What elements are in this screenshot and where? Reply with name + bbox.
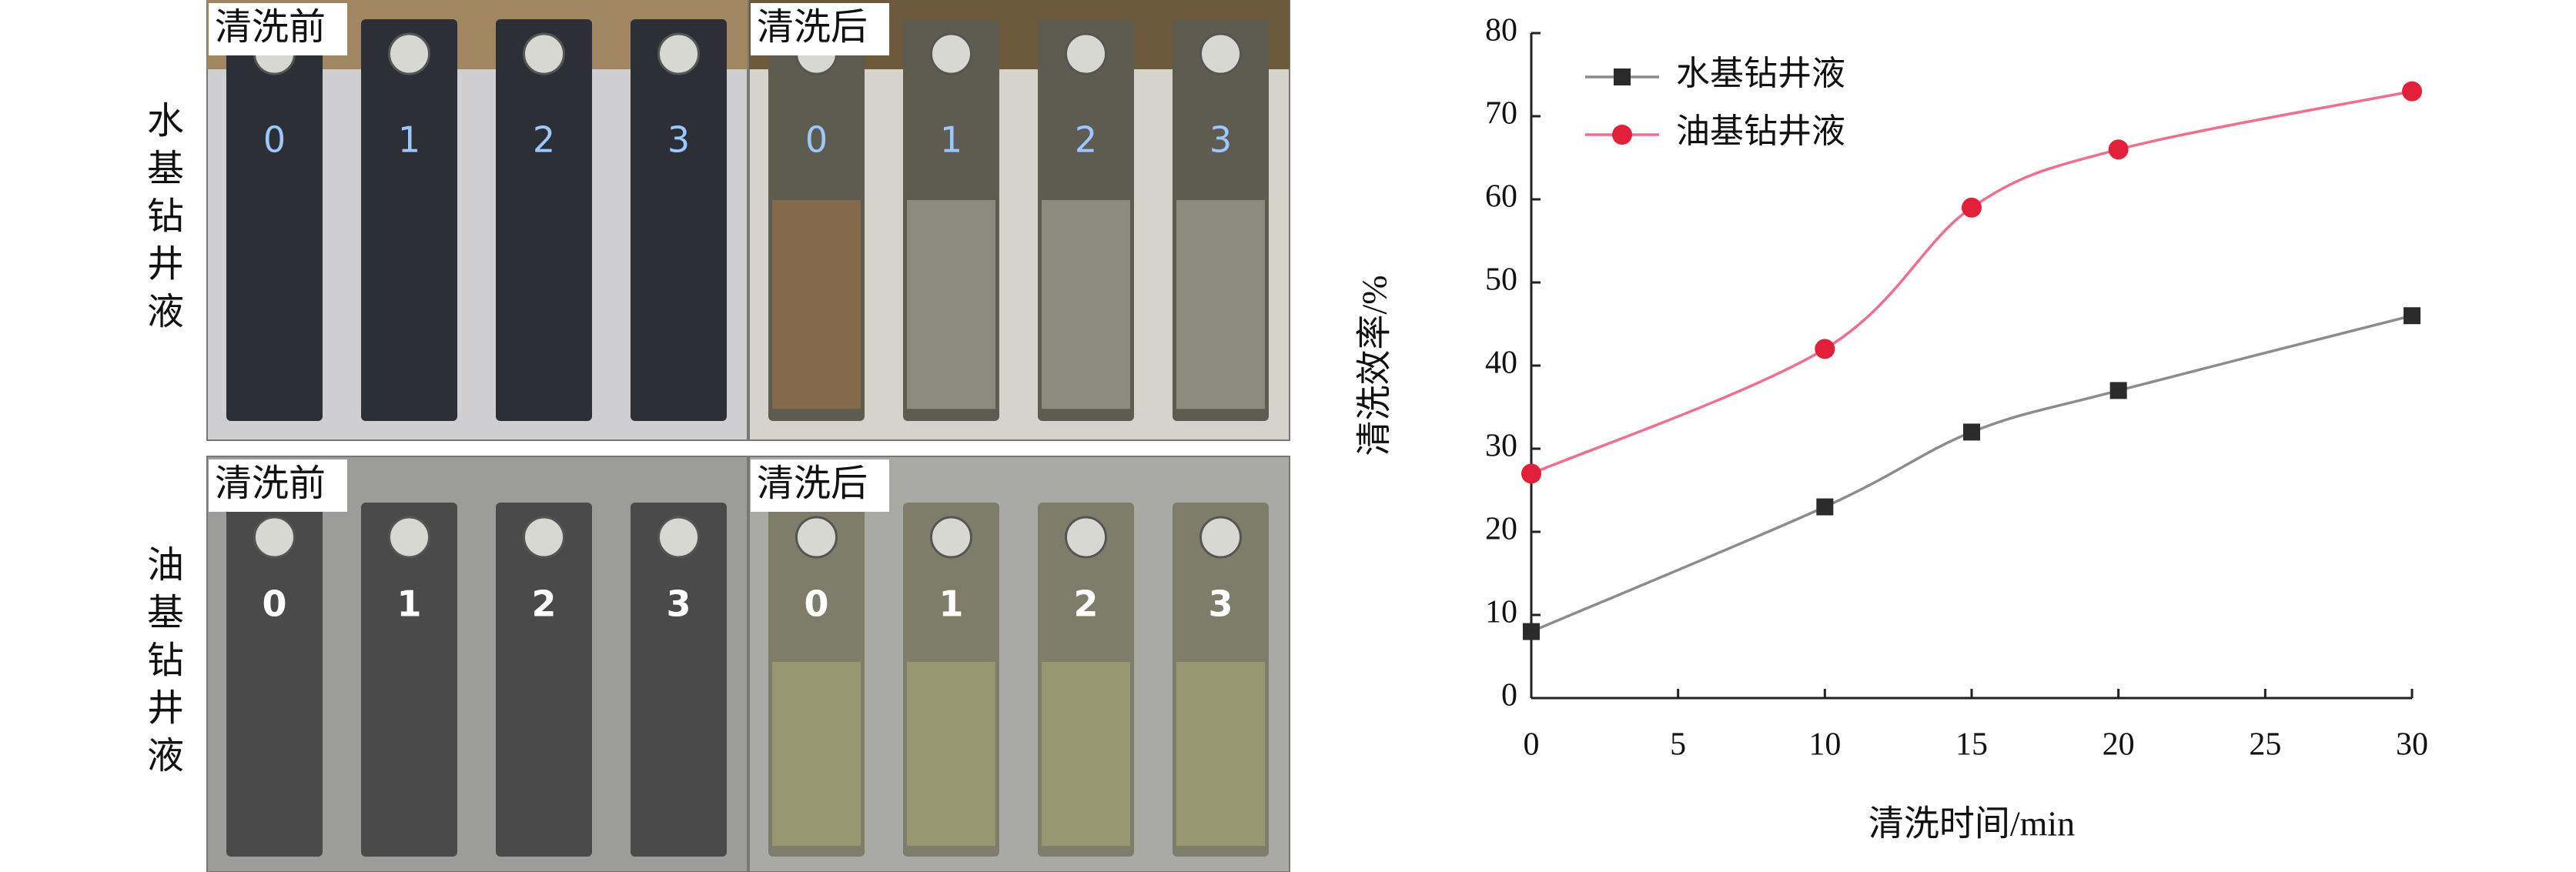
coupon-hole [1065, 516, 1107, 559]
coupon-hole [657, 516, 700, 559]
coupon-residue [1176, 662, 1265, 847]
sample-number: 2 [533, 119, 555, 161]
marker [2108, 139, 2129, 160]
sample-number: 3 [667, 119, 690, 161]
coupon-hole [388, 516, 430, 559]
caption-box [209, 459, 347, 512]
series-line [1531, 89, 2413, 476]
photo-caption: 清洗前 [215, 7, 326, 48]
coupon [631, 19, 727, 421]
sample-number: 0 [263, 119, 286, 161]
coupon [496, 503, 592, 857]
x-axis-title: 清洗时间/min [1868, 804, 2075, 844]
y-tick-label: 0 [1501, 678, 1517, 713]
coupon [226, 19, 323, 421]
marker [1816, 498, 1834, 516]
legend-label: 油基钻井液 [1676, 112, 1845, 150]
marker [1962, 197, 1982, 218]
y-tick-label: 20 [1485, 512, 1517, 547]
coupon-residue [772, 662, 861, 847]
sample-number: 1 [938, 583, 963, 625]
coupon-hole [1199, 32, 1242, 75]
x-tick-label: 20 [2103, 727, 2135, 763]
x-tick-label: 10 [1808, 727, 1841, 763]
coupon-residue [907, 199, 995, 409]
marker [1815, 339, 1835, 359]
coupon [631, 503, 727, 857]
x-tick-label: 15 [1955, 727, 1988, 763]
legend-marker [1614, 68, 1631, 85]
x-tick-label: 5 [1670, 727, 1686, 763]
caption-box [751, 3, 889, 55]
sample-number: 2 [1075, 119, 1097, 161]
marker [2404, 307, 2420, 325]
sample-number: 3 [666, 583, 691, 625]
sample-number: 3 [1209, 119, 1232, 161]
coupon-hole [1199, 516, 1242, 559]
coupon-residue [1176, 199, 1265, 409]
caption-box [751, 459, 889, 512]
sample-number: 1 [398, 119, 420, 161]
sample-number: 0 [262, 583, 286, 625]
x-tick-label: 25 [2249, 727, 2281, 763]
marker [2402, 81, 2422, 102]
caption-box [209, 3, 347, 55]
y-tick-label: 70 [1485, 96, 1517, 132]
marker [1963, 423, 1980, 441]
row-label: 水基钻井液 [141, 101, 183, 339]
y-tick-label: 10 [1485, 595, 1517, 630]
coupon-residue [1042, 662, 1130, 847]
sample-number: 1 [940, 119, 962, 161]
legend-marker [1612, 125, 1632, 145]
photo-caption: 清洗后 [757, 7, 868, 48]
coupon [496, 19, 592, 421]
photo-caption: 清洗后 [757, 463, 868, 504]
marker [1521, 463, 1541, 484]
coupon [361, 503, 457, 857]
coupon-residue [772, 199, 861, 409]
coupon [226, 503, 323, 857]
coupon-hole [930, 516, 972, 559]
coupon-residue [907, 662, 995, 847]
x-tick-label: 30 [2396, 727, 2428, 763]
y-tick-label: 60 [1485, 179, 1517, 215]
coupon-hole [523, 32, 565, 75]
coupon-residue [1042, 199, 1130, 409]
y-tick-label: 50 [1485, 262, 1517, 298]
coupon-hole [253, 516, 296, 559]
marker [2109, 382, 2127, 399]
y-tick-label: 40 [1485, 346, 1517, 381]
coupon-hole [388, 32, 430, 75]
x-tick-label: 0 [1524, 727, 1540, 763]
row-label: 油基钻井液 [141, 545, 183, 783]
coupon [361, 19, 457, 421]
coupon-hole [795, 516, 838, 559]
sample-number: 0 [804, 583, 828, 625]
sample-number: 2 [531, 583, 556, 625]
sample-number: 3 [1208, 583, 1233, 625]
coupon-hole [657, 32, 700, 75]
sample-number: 1 [396, 583, 421, 625]
y-tick-label: 30 [1485, 429, 1517, 464]
coupon-hole [523, 516, 565, 559]
y-axis-title: 清洗效率/% [1355, 275, 1394, 456]
series-line [1531, 314, 2413, 633]
legend-label: 水基钻井液 [1676, 55, 1845, 92]
sample-number: 2 [1073, 583, 1098, 625]
sample-number: 0 [805, 119, 828, 161]
coupon-hole [930, 32, 972, 75]
marker [1523, 623, 1540, 640]
coupon-hole [1065, 32, 1107, 75]
y-tick-label: 80 [1485, 13, 1517, 48]
photo-caption: 清洗前 [215, 463, 326, 504]
